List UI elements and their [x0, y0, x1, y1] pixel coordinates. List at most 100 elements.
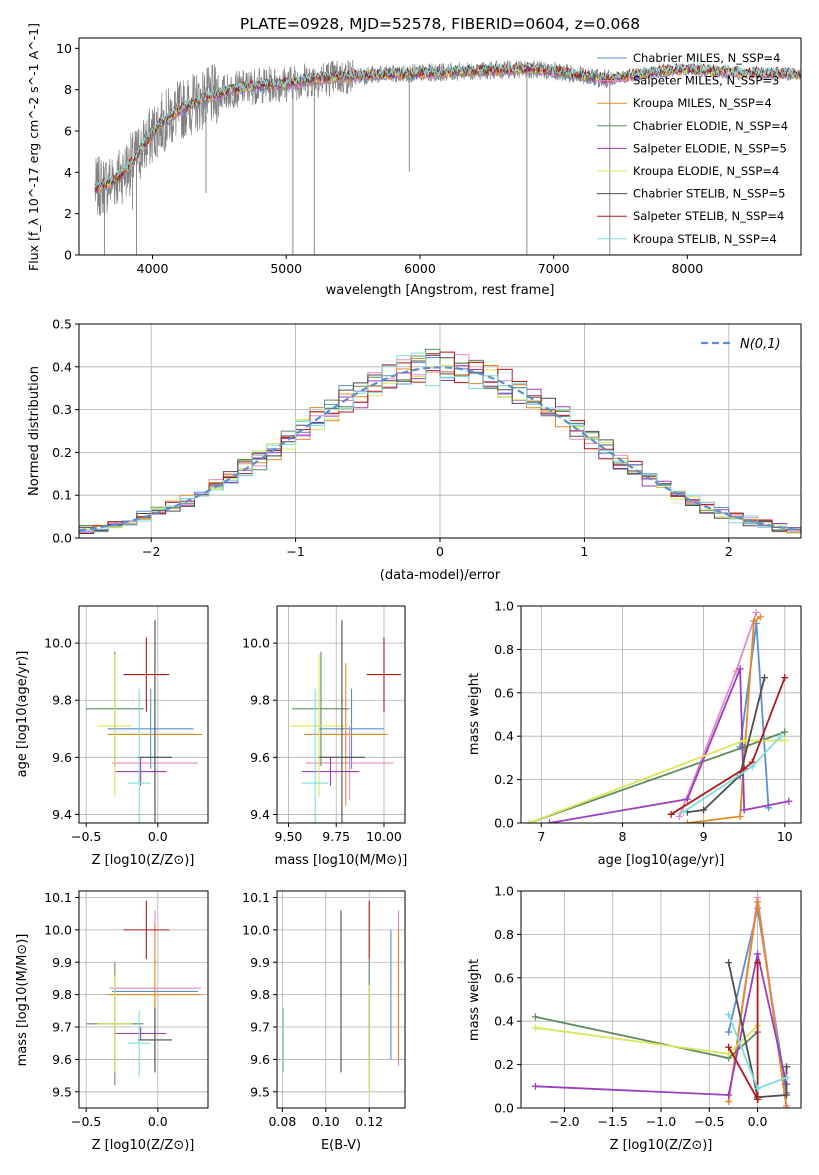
weight-series-2	[683, 613, 764, 823]
weight-vs-age-ticks: 7 8 9 10 0.0 0.2 0.4 0.6 0.8 1.0	[494, 599, 793, 845]
weight-marker-0-0	[725, 1028, 733, 1036]
errorbar-6	[319, 620, 365, 823]
weight-marker-4-1	[683, 795, 691, 803]
y-tick-label-3: 9.8	[250, 987, 270, 1002]
age-vs-Z-ticks: −0.5 0.0 9.4 9.6 9.8 10.0	[44, 636, 168, 844]
y-tick-label-5: 10.0	[242, 922, 270, 937]
weight-marker-1-0	[675, 812, 683, 820]
weight-line-7	[670, 677, 786, 816]
x-tick-label-4: 8000	[671, 261, 703, 276]
y-tick-label-2: 9.7	[250, 1020, 270, 1035]
weight-marker-2-3	[756, 613, 764, 621]
errorbar-0	[107, 688, 194, 769]
y-tick-label-4: 8	[64, 82, 72, 97]
x-tick-label-1: −1.5	[598, 1114, 628, 1129]
y-tick-label-3: 10.0	[44, 636, 72, 651]
y-tick-label-1: 0.2	[494, 772, 514, 787]
weight-line-4	[549, 668, 789, 823]
y-tick-label-3: 6	[64, 124, 72, 139]
weight-vs-age-panel: 7 8 9 10 0.0 0.2 0.4 0.6 0.8 1.0 age [log10(age/y…	[467, 599, 802, 868]
weight-marker-2-1	[754, 898, 762, 906]
mass-vs-EBV-ticks: 0.08 0.10 0.12 9.5 9.6 9.7 9.8 9.9 10.0 10.1	[242, 890, 383, 1129]
y-tick-label-1: 9.6	[250, 1052, 270, 1067]
weight-marker-2-1	[736, 812, 744, 820]
mass-vs-EBV-plot-area	[277, 891, 405, 1108]
errorbar-7	[366, 637, 402, 712]
y-tick-label-6: 10.1	[44, 890, 72, 905]
errorbar-4	[114, 757, 167, 786]
errorbar-6	[137, 620, 173, 823]
weight-marker-3-0	[531, 1013, 539, 1021]
weight-series-7	[725, 959, 762, 1103]
legend-label-1: Salpeter MILES, N_SSP=3	[633, 74, 779, 88]
y-tick-label-3: 9.8	[52, 987, 72, 1002]
x-tick-label-3: 1	[580, 544, 588, 559]
weight-marker-4-0	[531, 1082, 539, 1090]
legend-label-8: Kroupa STELIB, N_SSP=4	[633, 232, 777, 246]
x-tick-label-1: 0.0	[148, 1114, 168, 1129]
mass-vs-EBV-xlabel: E(B-V)	[321, 1138, 361, 1153]
normal-legend-label: N(0,1)	[740, 337, 781, 352]
data-spectrum-line	[94, 59, 611, 217]
weight-marker-4-2	[736, 665, 744, 673]
y-tick-label-0: 9.5	[250, 1084, 270, 1099]
weight-series-8	[725, 1011, 791, 1092]
x-tick-label-2: 10.00	[366, 829, 402, 844]
errorbar-5	[97, 654, 133, 798]
weight-line-5	[535, 1024, 759, 1055]
weight-marker-4-3	[740, 806, 748, 814]
y-tick-label-1: 0.1	[52, 488, 72, 503]
weight-marker-5-2	[781, 737, 789, 745]
mass-vs-Z-panel: −0.5 0.0 9.5 9.6 9.7 9.8 9.9 10.0 10.1 Z [log10(…	[15, 890, 209, 1153]
x-tick-label-3: 10	[777, 829, 793, 844]
age-vs-mass-panel: 9.50 9.75 10.00 9.4 9.6 9.8 10.0 mass [log10(M…	[242, 605, 408, 868]
age-vs-Z-panel: −0.5 0.0 9.4 9.6 9.8 10.0 Z [log10(Z/Z⊙)] age…	[15, 605, 209, 868]
y-tick-label-1: 9.6	[52, 1052, 72, 1067]
x-tick-label-3: −0.5	[694, 1114, 724, 1129]
y-tick-label-2: 9.8	[250, 693, 270, 708]
y-tick-label-1: 9.6	[52, 750, 72, 765]
residuals-plot-area	[79, 323, 801, 539]
y-tick-label-3: 0.6	[494, 685, 514, 700]
weight-marker-6-0	[725, 959, 733, 967]
weight-marker-8-0	[679, 808, 687, 816]
age-vs-Z-frame	[78, 605, 209, 824]
model-spectrum-8	[94, 61, 801, 188]
legend-label-3: Chabrier ELODIE, N_SSP=4	[633, 119, 788, 133]
errorbar-6	[137, 1007, 173, 1073]
y-tick-label-3: 0.3	[52, 402, 72, 417]
mass-vs-Z-frame	[78, 890, 209, 1109]
spectrum-legend: Chabrier MILES, N_SSP=4 Salpeter MILES, N…	[597, 51, 788, 246]
x-tick-label-2: 9	[700, 829, 708, 844]
weight-marker-5-0	[531, 1024, 539, 1032]
weight-series-5	[531, 1022, 762, 1058]
legend-label-6: Chabrier STELIB, N_SSP=5	[633, 187, 785, 201]
mass-vs-Z-plot-area	[79, 891, 208, 1108]
y-tick-label-3: 0.6	[494, 970, 514, 985]
errorbar-7	[123, 900, 170, 960]
errorbar-3	[292, 651, 350, 766]
weight-marker-4-0	[545, 819, 553, 823]
age-vs-mass-xlabel: mass [log10(M/M⊙)]	[275, 853, 408, 868]
y-tick-label-0: 9.4	[52, 807, 72, 822]
weight-line-6	[687, 677, 766, 813]
legend-label-2: Kroupa MILES, N_SSP=4	[633, 96, 772, 110]
x-tick-label-0: −2	[142, 544, 160, 559]
errorbar-5	[97, 975, 133, 1073]
x-tick-label-1: 0.10	[312, 1114, 340, 1129]
errorbar-8	[127, 1010, 151, 1076]
x-tick-label-0: 4000	[137, 261, 169, 276]
y-tick-label-4: 9.9	[250, 955, 270, 970]
legend-label-4: Salpeter ELODIE, N_SSP=5	[633, 141, 787, 155]
legend-label-5: Kroupa ELODIE, N_SSP=4	[633, 164, 779, 178]
y-tick-label-2: 0.2	[52, 445, 72, 460]
y-tick-label-2: 9.8	[52, 693, 72, 708]
y-tick-label-0: 0.0	[494, 816, 514, 831]
residual-hist-3	[79, 348, 801, 533]
mass-vs-Z-ylabel: mass [log10(M/M⊙)]	[15, 934, 30, 1067]
weight-vs-Z-ticks: −2.0 −1.5 −1.0 −0.5 0.0 0.0 0.2 0.4 0.6 0.8 1.0	[494, 884, 767, 1130]
mass-vs-Z-xlabel: Z [log10(Z/Z⊙)]	[92, 1138, 195, 1153]
errorbar-5	[290, 654, 348, 798]
spectrum-panel: 4000 5000 6000 7000 8000 0 2 4 6 8 10 wavelength […	[26, 23, 802, 298]
